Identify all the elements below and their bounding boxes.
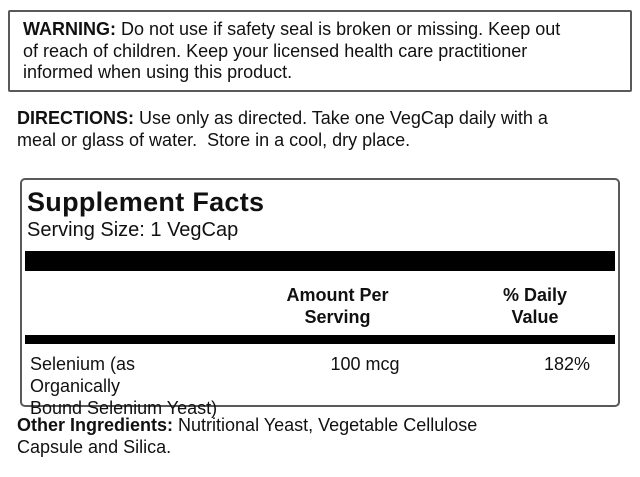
directions-body: Use only as directed. Take one VegCap da… bbox=[17, 108, 548, 150]
other-ingredients-text: Other Ingredients: Nutritional Yeast, Ve… bbox=[17, 415, 629, 458]
warning-label: WARNING: bbox=[23, 19, 116, 39]
divider-bar-thick bbox=[25, 251, 615, 271]
header-spacer bbox=[25, 284, 220, 328]
amount-per-serving-header: Amount Per Serving bbox=[286, 285, 389, 327]
table-row: Selenium (as Organically Bound Selenium … bbox=[25, 353, 615, 419]
percent-daily-value-header: % Daily Value bbox=[502, 285, 568, 327]
nutrient-amount: 100 mcg bbox=[330, 354, 400, 374]
divider-bar-medium bbox=[25, 335, 615, 344]
directions-label: DIRECTIONS: bbox=[17, 108, 134, 128]
warning-box: WARNING: Do not use if safety seal is br… bbox=[8, 10, 632, 92]
warning-text: WARNING: Do not use if safety seal is br… bbox=[23, 19, 618, 84]
nutrient-name: Selenium (as Organically Bound Selenium … bbox=[30, 354, 218, 418]
nutrient-daily-value: 182% bbox=[543, 354, 590, 374]
other-ingredients-body: Nutritional Yeast, Vegetable Cellulose C… bbox=[17, 415, 478, 457]
warning-body: Do not use if safety seal is broken or m… bbox=[23, 19, 561, 82]
serving-size: Serving Size: 1 VegCap bbox=[27, 219, 239, 241]
supplement-facts-panel: Supplement Facts Serving Size: 1 VegCap … bbox=[20, 178, 620, 418]
facts-header-row: Amount Per Serving % Daily Value bbox=[25, 284, 615, 328]
supplement-facts-title: Supplement Facts bbox=[27, 187, 265, 217]
other-ingredients-label: Other Ingredients: bbox=[17, 415, 174, 435]
directions-section: DIRECTIONS: Use only as directed. Take o… bbox=[17, 108, 629, 151]
other-ingredients-section: Other Ingredients: Nutritional Yeast, Ve… bbox=[17, 415, 629, 458]
directions-text: DIRECTIONS: Use only as directed. Take o… bbox=[17, 108, 629, 151]
